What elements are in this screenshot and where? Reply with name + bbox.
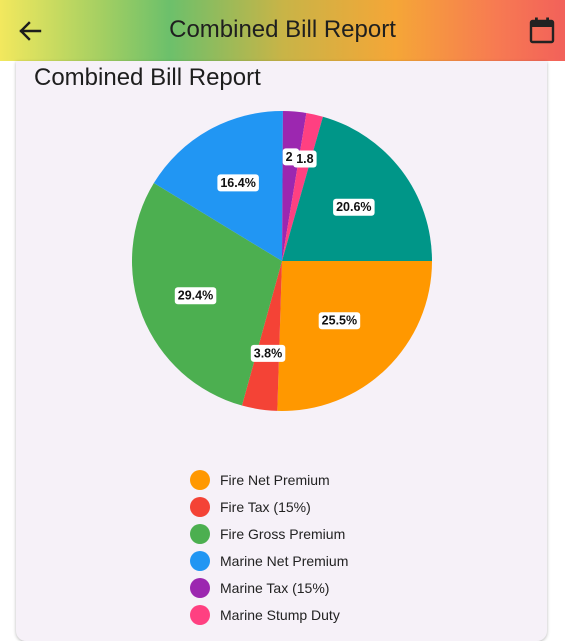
calendar-button[interactable] [528,16,556,46]
pie-chart: 25.5% 3.8% 29.4% 16.4% 2. 1.8 20.6% [132,110,433,412]
chart-legend: Fire Net Premium Fire Tax (15%) Fire Gro… [190,466,348,628]
back-button[interactable] [14,16,44,46]
card-title: Combined Bill Report [34,64,261,91]
app-bar: Combined Bill Report [0,0,565,61]
svg-text:20.6%: 20.6% [336,200,371,214]
pie-slice [282,113,323,261]
legend-label: Marine Net Premium [220,552,349,569]
slice-data-label: 3.8% [250,344,286,362]
legend-item-fire-net-premium: Fire Net Premium [190,466,348,493]
slice-data-label: 16.4% [217,174,259,192]
legend-item-fire-gross-premium: Fire Gross Premium [190,520,348,547]
svg-text:1.8: 1.8 [296,152,313,166]
legend-swatch [190,496,210,517]
legend-item-marine-tax: Marine Tax (15%) [190,574,348,601]
svg-text:25.5%: 25.5% [322,314,357,328]
calendar-icon [529,17,555,44]
legend-swatch [190,523,210,544]
legend-item-marine-net-premium: Marine Net Premium [190,547,348,574]
legend-label: Marine Stump Duty [220,606,340,623]
pie-slice [241,261,282,411]
svg-text:16.4%: 16.4% [220,176,255,190]
legend-item-fire-tax: Fire Tax (15%) [190,493,348,520]
legend-swatch [190,550,210,571]
slice-data-label: 20.6% [333,198,375,216]
slice-data-label: 29.4% [174,287,217,305]
legend-label: Marine Tax (15%) [220,579,330,596]
app-bar-title: Combined Bill Report [169,16,396,43]
legend-swatch [190,469,210,490]
pie-slice [282,116,432,261]
legend-item-marine-stump-duty: Marine Stump Duty [190,601,348,628]
slice-data-label: 1.8 [293,150,317,168]
slice-data-label: 25.5% [318,312,361,330]
svg-text:2.: 2. [286,150,296,164]
legend-swatch [190,577,210,598]
arrow-left-icon [19,21,42,41]
legend-label: Fire Tax (15%) [220,498,311,515]
svg-text:29.4%: 29.4% [178,289,213,303]
legend-label: Fire Gross Premium [220,525,346,542]
svg-text:3.8%: 3.8% [254,346,283,360]
pie-slice [277,261,433,412]
legend-label: Fire Net Premium [220,471,330,488]
legend-swatch [190,604,210,625]
